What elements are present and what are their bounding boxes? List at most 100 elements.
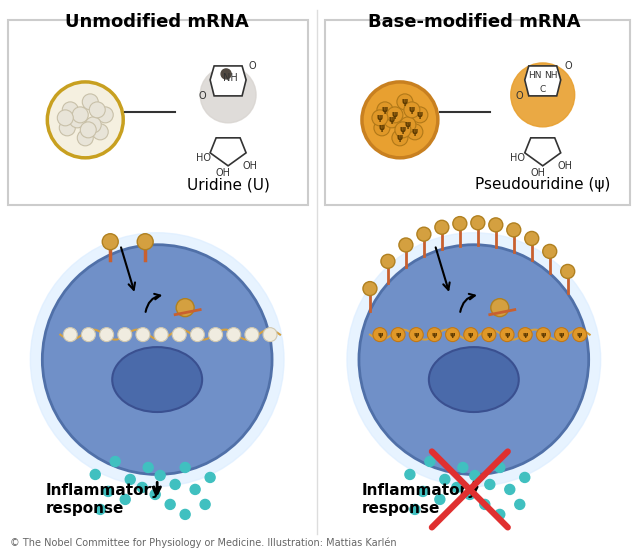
Text: Uridine (U): Uridine (U): [186, 177, 269, 192]
Text: OH: OH: [557, 161, 573, 171]
Text: OH: OH: [243, 161, 257, 171]
Text: ψ: ψ: [559, 332, 564, 338]
Circle shape: [190, 328, 204, 341]
Circle shape: [384, 112, 400, 128]
Circle shape: [511, 63, 574, 127]
Polygon shape: [525, 138, 560, 166]
Circle shape: [505, 484, 515, 495]
Polygon shape: [210, 138, 246, 166]
Text: Base-modified mRNA: Base-modified mRNA: [368, 13, 580, 31]
Circle shape: [495, 509, 505, 519]
Text: OH: OH: [216, 168, 231, 178]
Text: ψ: ψ: [409, 105, 415, 114]
Text: ψ: ψ: [468, 332, 474, 338]
Text: Pseudouridine (ψ): Pseudouridine (ψ): [475, 177, 611, 192]
Circle shape: [93, 124, 108, 140]
Circle shape: [400, 117, 416, 133]
Circle shape: [200, 500, 210, 509]
Circle shape: [489, 218, 503, 232]
Circle shape: [227, 328, 241, 341]
Text: ψ: ψ: [396, 332, 401, 338]
Text: ψ: ψ: [389, 115, 395, 125]
Circle shape: [118, 328, 132, 341]
Circle shape: [405, 469, 415, 479]
Circle shape: [69, 112, 85, 128]
Circle shape: [515, 500, 525, 509]
Circle shape: [507, 223, 521, 237]
Polygon shape: [525, 66, 560, 96]
Circle shape: [410, 505, 420, 514]
Circle shape: [555, 328, 569, 341]
Circle shape: [200, 67, 256, 123]
Circle shape: [495, 462, 505, 473]
Circle shape: [427, 328, 441, 341]
Text: ψ: ψ: [377, 332, 383, 338]
Circle shape: [180, 509, 190, 519]
Circle shape: [95, 505, 105, 514]
Text: ψ: ψ: [402, 97, 408, 107]
Circle shape: [60, 120, 75, 136]
Circle shape: [190, 484, 200, 495]
Circle shape: [446, 328, 460, 341]
Text: ψ: ψ: [397, 133, 403, 142]
Circle shape: [543, 244, 557, 259]
Circle shape: [470, 470, 480, 480]
Circle shape: [209, 328, 223, 341]
Circle shape: [440, 474, 450, 484]
Text: ψ: ψ: [405, 120, 411, 130]
Circle shape: [391, 328, 405, 341]
Ellipse shape: [112, 347, 202, 412]
Circle shape: [137, 483, 147, 492]
Polygon shape: [210, 66, 246, 96]
Circle shape: [120, 495, 130, 505]
Circle shape: [373, 328, 387, 341]
Circle shape: [77, 130, 93, 146]
Circle shape: [425, 456, 435, 467]
Circle shape: [205, 473, 215, 483]
Circle shape: [170, 479, 180, 490]
Circle shape: [491, 299, 508, 317]
Text: ψ: ψ: [412, 127, 418, 136]
Circle shape: [407, 124, 423, 140]
Circle shape: [435, 220, 449, 234]
Circle shape: [381, 254, 395, 268]
Circle shape: [520, 473, 530, 483]
Circle shape: [143, 462, 153, 473]
Text: OH: OH: [530, 168, 545, 178]
Text: HO: HO: [510, 153, 526, 163]
Circle shape: [136, 328, 150, 341]
Circle shape: [263, 328, 277, 341]
Circle shape: [57, 110, 74, 126]
Text: ψ: ψ: [522, 332, 528, 338]
Circle shape: [418, 486, 428, 496]
Circle shape: [97, 107, 113, 123]
Text: ψ: ψ: [432, 332, 437, 338]
Circle shape: [155, 470, 165, 480]
Circle shape: [560, 265, 574, 278]
Circle shape: [102, 234, 118, 250]
Text: ψ: ψ: [577, 332, 583, 338]
Circle shape: [72, 107, 88, 123]
Circle shape: [453, 217, 467, 231]
Circle shape: [89, 102, 105, 118]
Circle shape: [176, 299, 194, 317]
Circle shape: [372, 110, 388, 126]
Circle shape: [463, 328, 478, 341]
Circle shape: [374, 120, 390, 136]
Circle shape: [480, 500, 490, 509]
Text: Inflammatory
response: Inflammatory response: [45, 483, 161, 516]
Text: NH: NH: [223, 73, 238, 83]
Text: Inflammatory
response: Inflammatory response: [362, 483, 478, 516]
Circle shape: [392, 130, 408, 146]
Circle shape: [82, 94, 98, 110]
Circle shape: [100, 328, 113, 341]
Circle shape: [399, 238, 413, 252]
Circle shape: [172, 328, 186, 341]
Circle shape: [525, 232, 539, 245]
Text: ψ: ψ: [379, 124, 385, 132]
Text: ψ: ψ: [382, 105, 388, 114]
Circle shape: [63, 328, 77, 341]
Circle shape: [126, 474, 135, 484]
Circle shape: [471, 216, 485, 230]
Text: ψ: ψ: [541, 332, 546, 338]
